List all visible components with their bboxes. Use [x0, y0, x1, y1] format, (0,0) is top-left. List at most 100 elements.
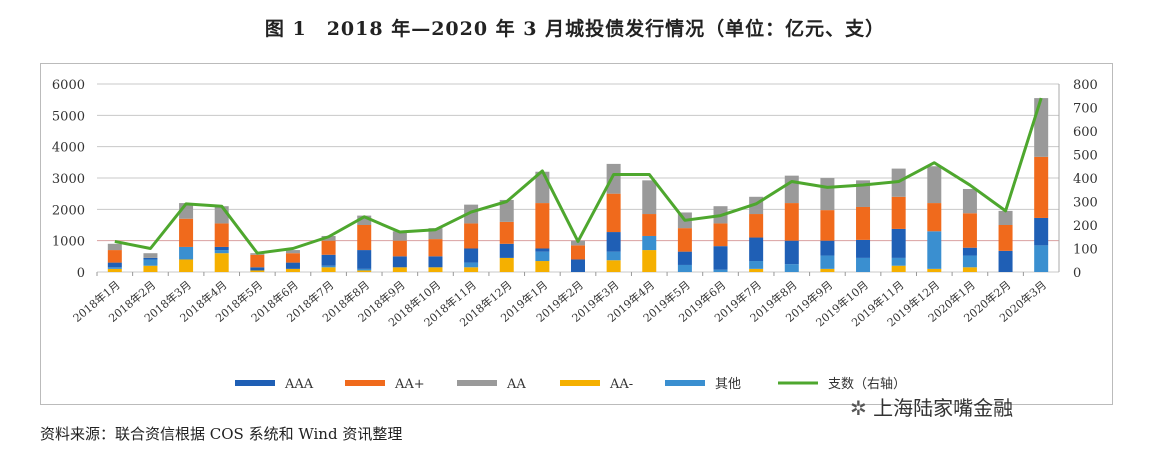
legend-label: 支数（右轴）	[828, 377, 906, 392]
bar-segment-AA-	[321, 267, 336, 272]
bar-segment-AA-	[820, 268, 835, 272]
watermark: ✲ 上海陆家嘴金融	[850, 392, 1013, 421]
bar-segment-AA-	[962, 267, 977, 272]
bar-segment-AAA	[143, 257, 158, 260]
bar-segment-AA+	[927, 203, 942, 232]
bar-segment-AA-	[891, 265, 906, 272]
legend-swatch	[235, 380, 275, 386]
bar-segment-AAA	[535, 248, 550, 252]
bar-segment-AA-	[749, 268, 764, 272]
bar-segment-AA	[856, 180, 871, 207]
bar-segment-AAA	[107, 262, 122, 268]
legend-label: AA	[506, 377, 526, 392]
bar-segment-AA	[998, 210, 1013, 225]
bar-segment-AA	[1034, 98, 1049, 157]
bar-segment-其他	[749, 261, 764, 269]
bar-segment-AA+	[891, 196, 906, 229]
y2-tick-label: 800	[1073, 78, 1098, 93]
bar-segment-AA	[499, 199, 514, 222]
bar-segment-其他	[962, 255, 977, 268]
bar-segment-其他	[179, 246, 194, 260]
legend-swatch	[665, 380, 705, 386]
bar-segment-AA+	[179, 218, 194, 247]
bar-segment-AA+	[428, 239, 443, 257]
bar-segment-AA-	[464, 267, 479, 272]
y2-tick-label: 300	[1073, 196, 1098, 211]
bar-segment-其他	[107, 267, 122, 269]
bar-segment-其他	[606, 251, 621, 261]
bar-segment-AA-	[499, 257, 514, 272]
bar-segment-AAA	[499, 243, 514, 258]
y2-tick-label: 400	[1073, 172, 1098, 187]
y2-tick-label: 700	[1073, 102, 1098, 117]
bar-segment-AAA	[285, 262, 300, 269]
legend-label: AA+	[394, 377, 425, 392]
legend-swatch	[560, 380, 600, 386]
bar-segment-其他	[927, 231, 942, 269]
bar-segment-AA+	[856, 206, 871, 240]
bar-segment-AA-	[927, 268, 942, 272]
bar-segment-AAA	[571, 259, 585, 272]
bar-segment-AA+	[214, 223, 229, 247]
bar-segment-其他	[357, 268, 372, 271]
y2-tick-label: 600	[1073, 125, 1098, 140]
bar-segment-AA+	[357, 225, 372, 251]
y-tick-label: 5000	[52, 109, 85, 124]
bar-segment-AAA	[891, 228, 906, 258]
bar-segment-其他	[820, 255, 835, 269]
y-tick-label: 0	[77, 266, 85, 281]
watermark-text: 上海陆家嘴金融	[873, 396, 1014, 420]
bar-segment-AA-	[357, 270, 372, 272]
bar-segment-AAA	[856, 239, 871, 258]
bar-segment-AAA	[820, 240, 835, 256]
bar-segment-AAA	[677, 251, 692, 265]
bar-segment-AA-	[285, 268, 300, 272]
bar-segment-AA-	[143, 265, 158, 272]
bar-segment-AA+	[677, 228, 692, 252]
bar-segment-AA-	[642, 250, 657, 272]
bar-segment-AA+	[713, 223, 728, 247]
bar-segment-AA+	[464, 223, 479, 249]
bar-segment-AA+	[749, 214, 764, 238]
bar-segment-AAA	[1034, 217, 1049, 246]
bar-segment-AAA	[428, 256, 443, 268]
y2-tick-label: 500	[1073, 149, 1098, 164]
bar-segment-AA+	[535, 203, 550, 249]
bar-segment-AA+	[107, 250, 122, 263]
bar-segment-AA	[392, 231, 407, 241]
bar-segment-AA+	[285, 253, 300, 263]
bar-segment-AAA	[357, 250, 372, 269]
y2-tick-label: 0	[1073, 266, 1081, 281]
bar-segment-AA-	[214, 253, 229, 272]
bar-segment-AAA	[749, 237, 764, 262]
bar-segment-AAA	[962, 247, 977, 256]
y-tick-label: 6000	[52, 78, 85, 93]
bar-segment-AA	[143, 253, 158, 258]
bar-segment-AA	[606, 163, 621, 194]
bar-segment-AA+	[606, 193, 621, 233]
bar-segment-AA	[571, 240, 585, 246]
chart-frame	[40, 63, 1113, 405]
chart-title: 图 1 2018 年—2020 年 3 月城投债发行情况（单位：亿元、支）	[264, 18, 886, 40]
bar-segment-AAA	[214, 246, 229, 251]
legend-label: AAA	[284, 377, 314, 392]
bar-segment-AA-	[392, 267, 407, 272]
bar-segment-AAA	[998, 250, 1013, 272]
bar-segment-AA+	[1034, 156, 1049, 218]
bar-segment-AA	[962, 188, 977, 214]
bar-segment-AA-	[179, 259, 194, 272]
bar-segment-AA+	[998, 225, 1013, 251]
bar-segment-AA-	[606, 260, 621, 272]
legend-label: 其他	[715, 377, 741, 392]
legend-label: AA-	[609, 377, 633, 392]
bar-segment-其他	[642, 235, 657, 251]
y-tick-label: 4000	[52, 141, 85, 156]
bar-segment-AA-	[250, 270, 265, 272]
bar-segment-AA+	[784, 203, 799, 241]
bar-segment-其他	[214, 250, 229, 254]
bar-segment-AA+	[962, 213, 977, 248]
source-note: 资料来源：联合资信根据 COS 系统和 Wind 资讯整理	[40, 425, 403, 443]
bar-segment-其他	[1034, 245, 1049, 272]
bar-segment-AA+	[250, 254, 265, 268]
